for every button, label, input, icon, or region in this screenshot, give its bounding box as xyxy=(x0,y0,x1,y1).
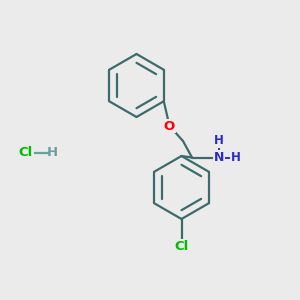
Text: Cl: Cl xyxy=(174,239,189,253)
Text: O: O xyxy=(164,119,175,133)
Text: H: H xyxy=(214,134,224,148)
Text: N: N xyxy=(214,151,224,164)
Text: H: H xyxy=(231,151,240,164)
Text: H: H xyxy=(47,146,58,160)
Text: Cl: Cl xyxy=(18,146,33,160)
